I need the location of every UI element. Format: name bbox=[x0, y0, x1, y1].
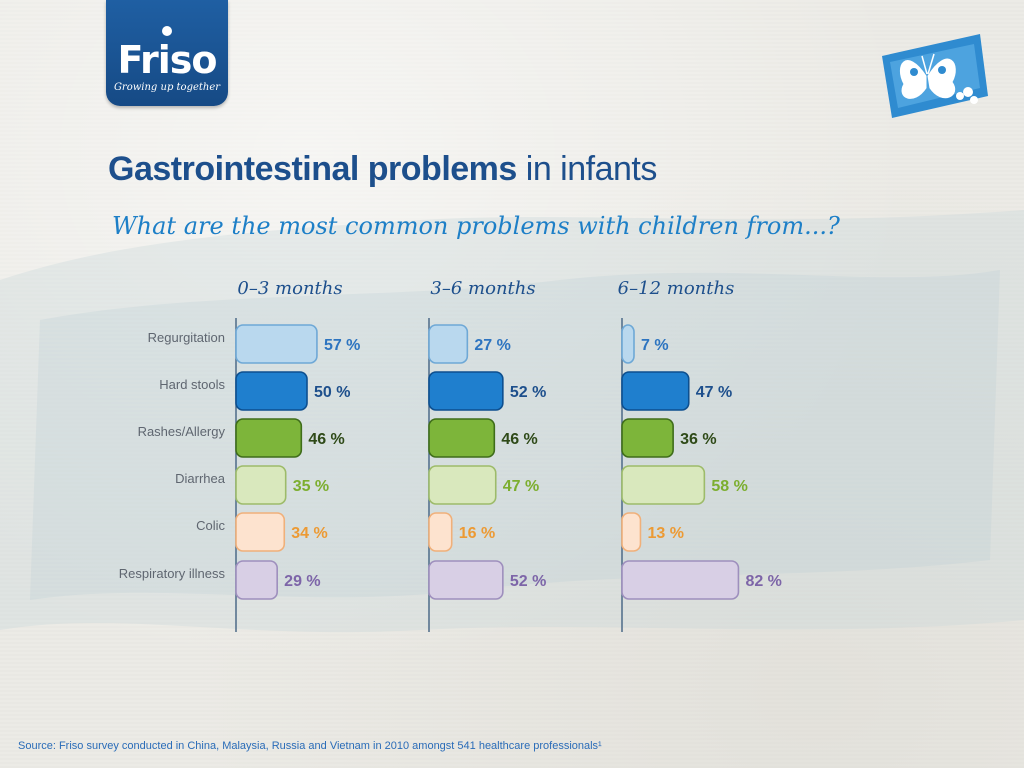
data-label: 57 % bbox=[324, 337, 360, 354]
category-label: Respiratory illness bbox=[119, 566, 226, 581]
data-label: 52 % bbox=[510, 384, 546, 401]
page-title-light: in infants bbox=[516, 150, 658, 188]
category-label: Regurgitation bbox=[148, 330, 225, 345]
data-label: 35 % bbox=[293, 478, 329, 495]
data-label: 29 % bbox=[284, 573, 320, 590]
page-subtitle: What are the most common problems with c… bbox=[112, 212, 840, 240]
bar bbox=[621, 512, 642, 552]
small-flower-icon bbox=[956, 87, 978, 104]
data-label: 36 % bbox=[680, 431, 716, 448]
category-label: Rashes/Allergy bbox=[138, 424, 226, 439]
bar bbox=[621, 418, 674, 458]
data-label: 13 % bbox=[647, 525, 683, 542]
data-label: 7 % bbox=[641, 337, 669, 354]
data-label: 27 % bbox=[474, 337, 510, 354]
data-label: 34 % bbox=[291, 525, 327, 542]
logo-wordmark: Friso bbox=[117, 38, 217, 82]
bar bbox=[428, 512, 453, 552]
category-label: Hard stools bbox=[159, 377, 225, 392]
data-label: 58 % bbox=[711, 478, 747, 495]
butterfly-icon bbox=[899, 53, 956, 99]
logo-figure-mark bbox=[162, 26, 172, 36]
bar bbox=[428, 418, 496, 458]
column-title: 3–6 months bbox=[430, 278, 535, 299]
bar bbox=[621, 324, 635, 364]
data-label: 82 % bbox=[745, 573, 781, 590]
source-note: Source: Friso survey conducted in China,… bbox=[18, 740, 602, 752]
data-label: 46 % bbox=[308, 431, 344, 448]
logo-tagline: Growing up together bbox=[113, 82, 221, 93]
bar bbox=[428, 465, 497, 505]
butterfly-illustration bbox=[882, 34, 988, 118]
bar bbox=[235, 324, 318, 364]
page-title-bold: Gastrointestinal problems bbox=[108, 150, 517, 188]
bar bbox=[428, 324, 469, 364]
category-label: Colic bbox=[196, 518, 225, 533]
bar bbox=[621, 465, 706, 505]
data-label: 47 % bbox=[696, 384, 732, 401]
bar bbox=[235, 560, 278, 600]
category-label: Diarrhea bbox=[175, 471, 226, 486]
bar bbox=[428, 560, 504, 600]
bar bbox=[621, 371, 690, 411]
friso-logo: Friso Growing up together bbox=[106, 0, 228, 106]
bar bbox=[235, 371, 308, 411]
page-title: Gastrointestinal problems in infants bbox=[108, 150, 657, 189]
data-label: 52 % bbox=[510, 573, 546, 590]
bar bbox=[428, 371, 504, 411]
data-label: 47 % bbox=[503, 478, 539, 495]
bar bbox=[235, 465, 287, 505]
data-label: 46 % bbox=[501, 431, 537, 448]
column-title: 0–3 months bbox=[237, 278, 342, 299]
bar bbox=[621, 560, 740, 600]
data-label: 16 % bbox=[459, 525, 495, 542]
data-label: 50 % bbox=[314, 384, 350, 401]
bar bbox=[235, 512, 286, 552]
bar bbox=[235, 418, 303, 458]
column-title: 6–12 months bbox=[618, 278, 735, 299]
